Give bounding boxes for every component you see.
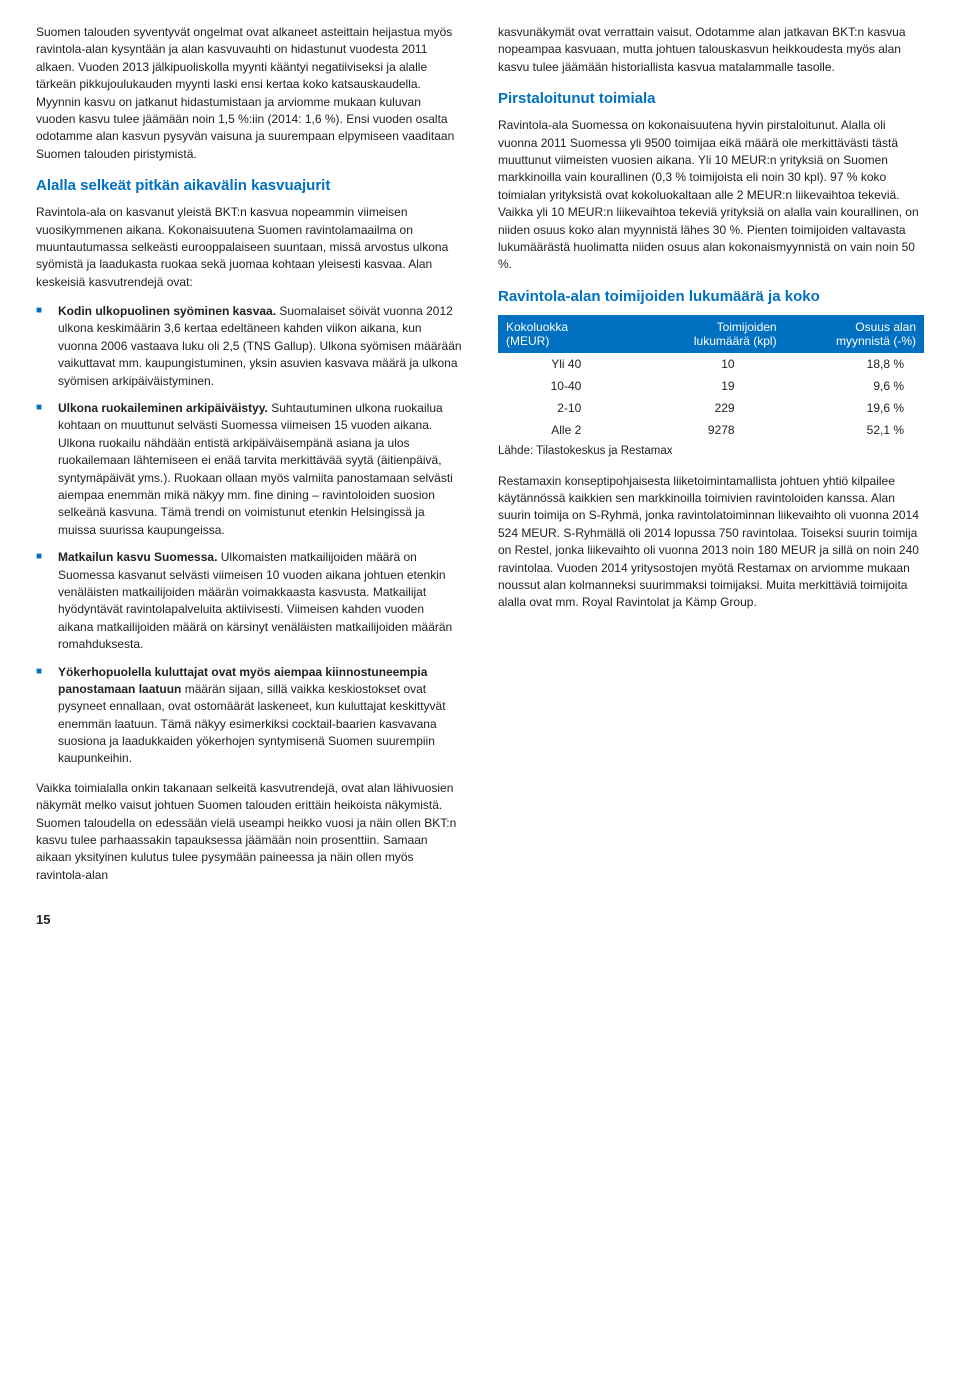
left-paragraph-2: Vaikka toimialalla onkin takanaan selkei… (36, 780, 462, 884)
bullet-2-rest: Suhtautuminen ulkona ruokailua kohtaan o… (58, 401, 453, 537)
right-heading-2: Ravintola-alan toimijoiden lukumäärä ja … (498, 288, 924, 305)
table-row: Yli 40 10 18,8 % (498, 353, 924, 375)
table-row: 2-10 229 19,6 % (498, 397, 924, 419)
list-item: Kodin ulkopuolinen syöminen kasvaa. Suom… (36, 303, 462, 390)
bullet-1-bold: Kodin ulkopuolinen syöminen kasvaa. (58, 304, 276, 318)
right-column: kasvunäkymät ovat verrattain vaisut. Odo… (498, 24, 924, 896)
right-paragraph-0: kasvunäkymät ovat verrattain vaisut. Odo… (498, 24, 924, 76)
intro-paragraph: Suomen talouden syventyvät ongelmat ovat… (36, 24, 462, 163)
th-count: Toimijoidenlukumäärä (kpl) (641, 315, 784, 353)
table-row: Alle 2 9278 52,1 % (498, 419, 924, 441)
right-paragraph-2: Restamaxin konseptipohjaisesta liiketoim… (498, 473, 924, 612)
left-paragraph-1: Ravintola-ala on kasvanut yleistä BKT:n … (36, 204, 462, 291)
list-item: Yökerhopuolella kuluttajat ovat myös aie… (36, 664, 462, 768)
right-paragraph-1: Ravintola-ala Suomessa on kokonaisuutena… (498, 117, 924, 274)
page-number: 15 (0, 912, 960, 941)
table-row: 10-40 19 9,6 % (498, 375, 924, 397)
bullet-2-bold: Ulkona ruokaileminen arkipäiväistyy. (58, 401, 268, 415)
table-source: Lähde: Tilastokeskus ja Restamax (498, 445, 924, 457)
left-heading-1: Alalla selkeät pitkän aikavälin kasvuaju… (36, 177, 462, 194)
list-item: Ulkona ruokaileminen arkipäiväistyy. Suh… (36, 400, 462, 539)
bullet-3-rest: Ulkomaisten matkailijoiden määrä on Suom… (58, 550, 452, 651)
bullet-3-bold: Matkailun kasvu Suomessa. (58, 550, 217, 564)
left-column: Suomen talouden syventyvät ongelmat ovat… (36, 24, 462, 896)
operators-table: Kokoluokka(MEUR) Toimijoidenlukumäärä (k… (498, 315, 924, 441)
right-heading-1: Pirstaloitunut toimiala (498, 90, 924, 107)
th-size: Kokoluokka(MEUR) (498, 315, 641, 353)
list-item: Matkailun kasvu Suomessa. Ulkomaisten ma… (36, 549, 462, 653)
th-share: Osuus alanmyynnistä (-%) (785, 315, 924, 353)
growth-drivers-list: Kodin ulkopuolinen syöminen kasvaa. Suom… (36, 303, 462, 768)
